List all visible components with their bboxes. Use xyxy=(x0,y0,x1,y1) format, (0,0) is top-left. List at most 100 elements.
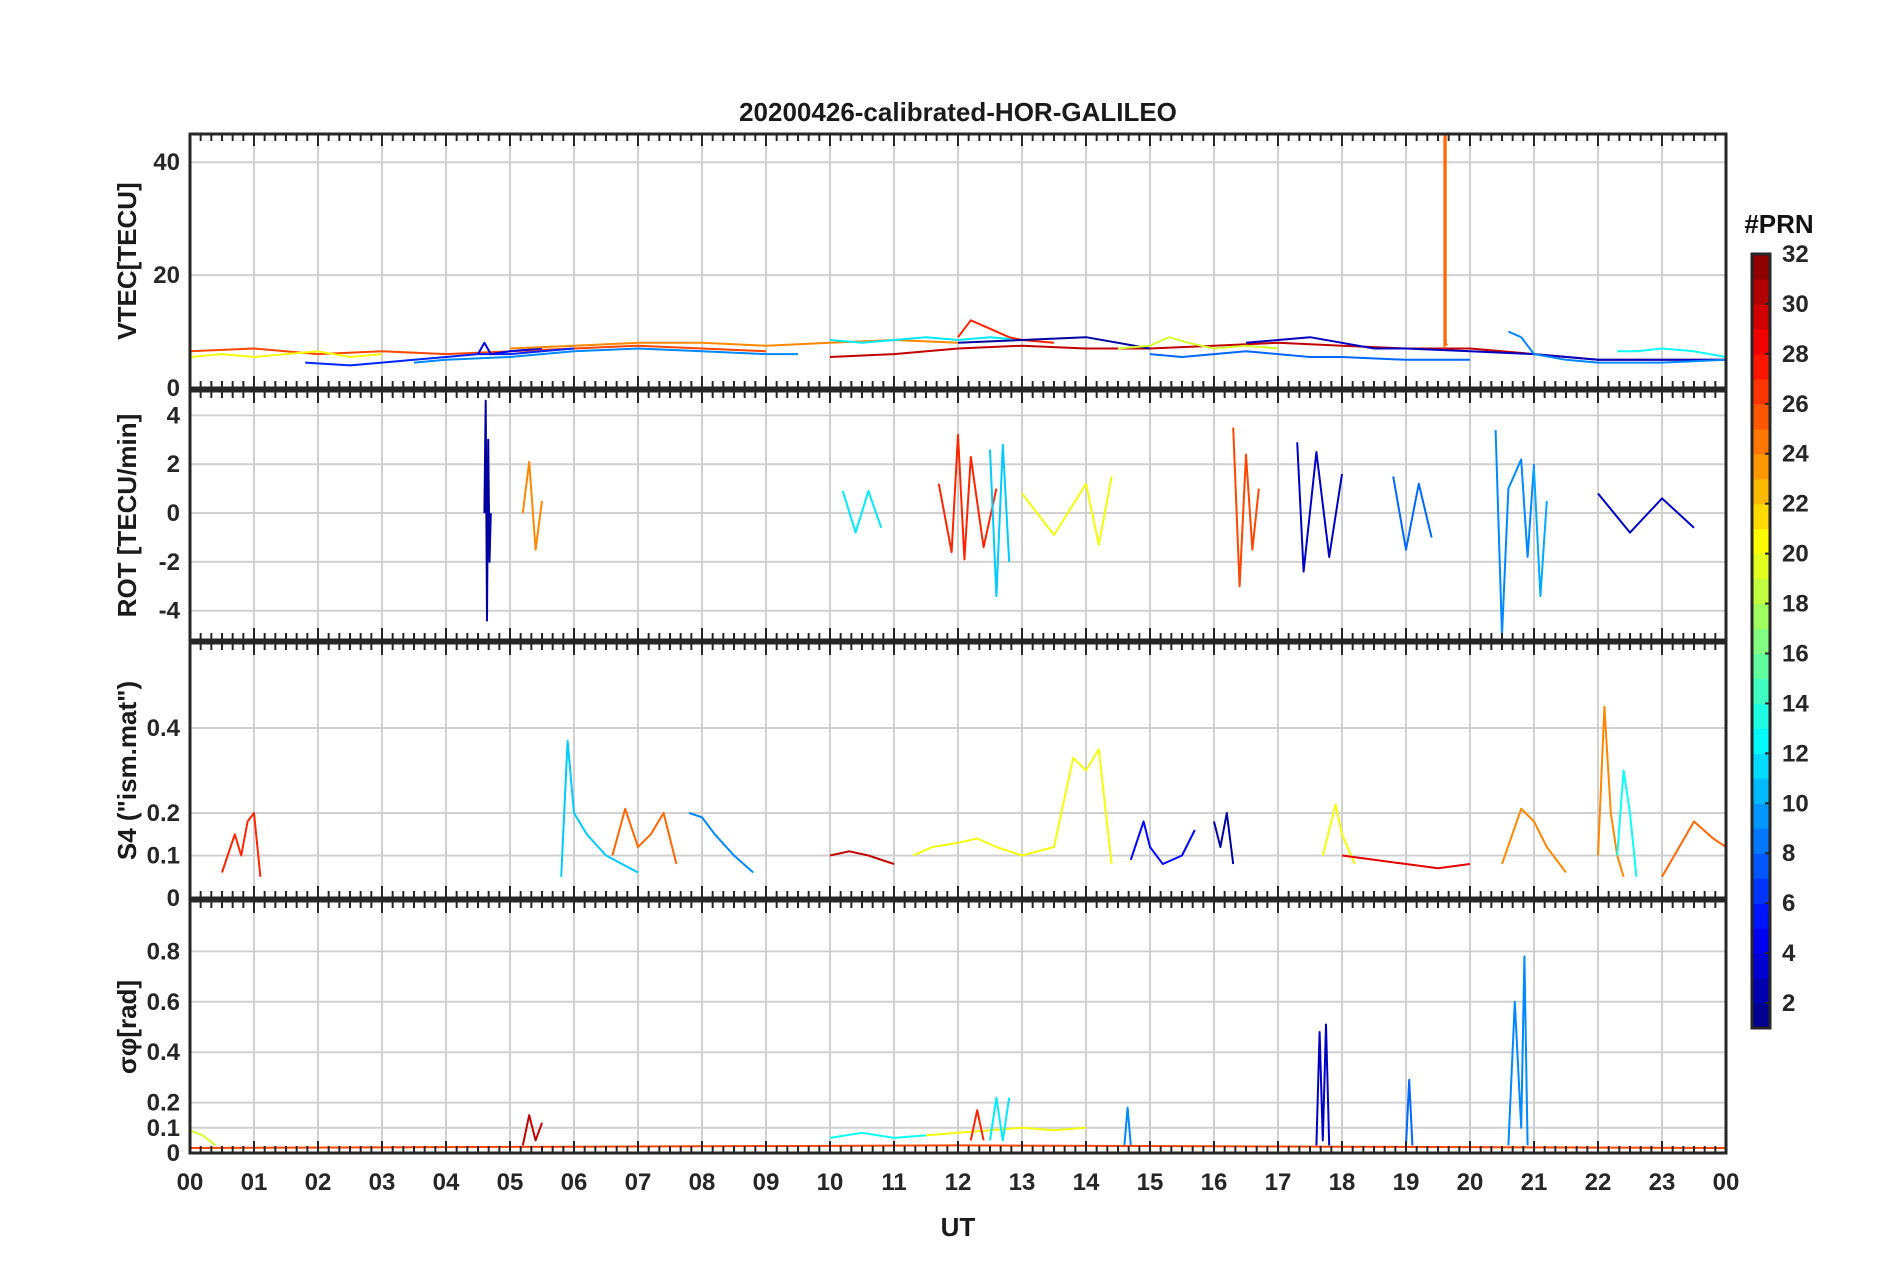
colorbar-tick-label: 10 xyxy=(1782,790,1809,817)
colorbar-segment xyxy=(1752,828,1770,854)
series-line-prn-11 xyxy=(989,443,1011,598)
x-tick-label: 10 xyxy=(817,1169,844,1196)
series-line-prn-8 xyxy=(1392,476,1433,551)
series-line-prn-20 xyxy=(189,350,383,358)
series-line-prn-24 xyxy=(1597,705,1625,878)
series-line-prn-9 xyxy=(1123,1106,1132,1146)
colorbar-segment xyxy=(1752,803,1770,829)
x-tick-label: 01 xyxy=(241,1169,268,1196)
series-line-prn-20 xyxy=(1021,476,1113,546)
y-tick-label: 20 xyxy=(153,262,180,289)
colorbar-tick-label: 18 xyxy=(1782,591,1809,618)
colorbar-segment xyxy=(1752,928,1770,954)
series-line-prn-11 xyxy=(560,739,639,877)
figure-title: 20200426-calibrated-HOR-GALILEO xyxy=(739,97,1177,127)
x-tick-label: 17 xyxy=(1265,1169,1292,1196)
series-line-prn-26 xyxy=(1232,427,1260,588)
y-tick-label: 0.4 xyxy=(147,1039,181,1066)
colorbar-segment xyxy=(1752,353,1770,380)
x-tick-label: 15 xyxy=(1137,1169,1164,1196)
colorbar-tick-label: 28 xyxy=(1782,341,1809,368)
series-line-prn-2 xyxy=(957,336,1151,350)
panel-frame xyxy=(188,389,1728,642)
series-line-prn-13 xyxy=(829,1131,927,1139)
series-line-prn-5 xyxy=(1129,820,1196,865)
series-line-prn-19 xyxy=(189,1129,217,1147)
colorbar-tick-label: 22 xyxy=(1782,491,1809,518)
series-line-prn-27 xyxy=(221,812,262,877)
vtec-panel: 0 20 40 VTEC[TECU] xyxy=(112,132,1728,402)
colorbar-segment xyxy=(1752,503,1770,530)
x-tick-label: 05 xyxy=(497,1169,524,1196)
panel-frame xyxy=(188,641,1728,900)
x-tick-label: 00 xyxy=(177,1169,204,1196)
colorbar-segment xyxy=(1752,728,1770,754)
series-line-prn-30 xyxy=(521,1114,543,1146)
series-line-prn-25 xyxy=(1443,133,1448,349)
y-tick-label: -4 xyxy=(159,598,181,625)
series-line-prn-12 xyxy=(829,336,1023,344)
series-line-prn-9 xyxy=(1507,955,1529,1146)
colorbar-tick-label: 26 xyxy=(1782,391,1809,418)
series-line-prn-25 xyxy=(611,807,678,865)
y-tick-label: 0.1 xyxy=(147,843,180,870)
colorbar-segment xyxy=(1752,378,1770,405)
x-tick-label: 00 xyxy=(1713,1169,1740,1196)
series-line-prn-2 xyxy=(1213,812,1235,865)
sigma-phi-panel: 00.10.2 0.4 0.6 0.8σφ[rad] xyxy=(112,899,1728,1167)
colorbar-segment xyxy=(1752,578,1770,605)
x-tick-label: 18 xyxy=(1329,1169,1356,1196)
x-tick-label: 22 xyxy=(1585,1169,1612,1196)
y-axis-label: σφ[rad] xyxy=(112,980,142,1074)
x-tick-label: 13 xyxy=(1009,1169,1036,1196)
colorbar-segment xyxy=(1752,603,1770,630)
y-tick-label: 0.2 xyxy=(147,800,180,827)
y-tick-label: 0 xyxy=(167,375,180,402)
series-line-prn-27 xyxy=(937,433,998,561)
y-tick-label: 0.1 xyxy=(147,1115,180,1142)
x-tick-label: 16 xyxy=(1201,1169,1228,1196)
x-tick-label: 11 xyxy=(881,1169,906,1196)
colorbar-segment xyxy=(1752,428,1770,455)
colorbar-segment xyxy=(1752,1003,1770,1029)
series-line-prn-9 xyxy=(1494,430,1535,637)
colorbar-segment xyxy=(1752,703,1770,729)
colorbar-segment xyxy=(1752,953,1770,979)
rot-panel: -4 -2 0 2 4 ROT [TECU/min] xyxy=(112,389,1728,642)
colorbar-tick-label: 6 xyxy=(1782,890,1795,917)
series-line-prn-13 xyxy=(1617,347,1727,358)
series-line-prn-2 xyxy=(483,399,492,622)
x-tick-label: 04 xyxy=(433,1169,460,1196)
x-tick-label: 07 xyxy=(625,1169,652,1196)
colorbar-segment xyxy=(1752,328,1770,355)
y-tick-label: 0.2 xyxy=(147,1090,180,1117)
colorbar-segment xyxy=(1752,303,1770,330)
colorbar-tick-label: 2 xyxy=(1782,990,1795,1017)
colorbar-tick-label: 4 xyxy=(1782,940,1796,967)
series-line-prn-3 xyxy=(1597,492,1695,534)
series-line-prn-6 xyxy=(305,347,575,367)
colorbar-segment xyxy=(1752,903,1770,929)
series-line-prn-8 xyxy=(1149,350,1470,361)
y-tick-label: 0 xyxy=(167,885,180,912)
x-tick-label: 14 xyxy=(1073,1169,1100,1196)
series-line-prn-29 xyxy=(1341,854,1471,870)
colorbar-title: #PRN xyxy=(1744,209,1813,239)
series-line-prn-10 xyxy=(1533,469,1548,598)
series-line-prn-13 xyxy=(1616,769,1638,877)
y-tick-label: 0.8 xyxy=(147,938,180,965)
s4-panel: 0 0.1 0.2 0.4S4 ("ism.mat") xyxy=(112,641,1728,912)
y-tick-label: 0 xyxy=(167,1140,180,1167)
colorbar-frame xyxy=(1750,252,1772,1030)
colorbar-segment xyxy=(1752,254,1770,280)
x-tick-label: 20 xyxy=(1457,1169,1484,1196)
y-axis-label: ROT [TECU/min] xyxy=(112,414,142,618)
colorbar-segment xyxy=(1752,778,1770,804)
series-line-prn-9 xyxy=(688,812,754,874)
colorbar-tick-label: 16 xyxy=(1782,640,1809,667)
x-axis-label: UT xyxy=(941,1212,976,1242)
y-tick-label: 0.4 xyxy=(147,715,181,742)
colorbar-segment xyxy=(1752,528,1770,555)
series-line-prn-20 xyxy=(1321,803,1356,865)
